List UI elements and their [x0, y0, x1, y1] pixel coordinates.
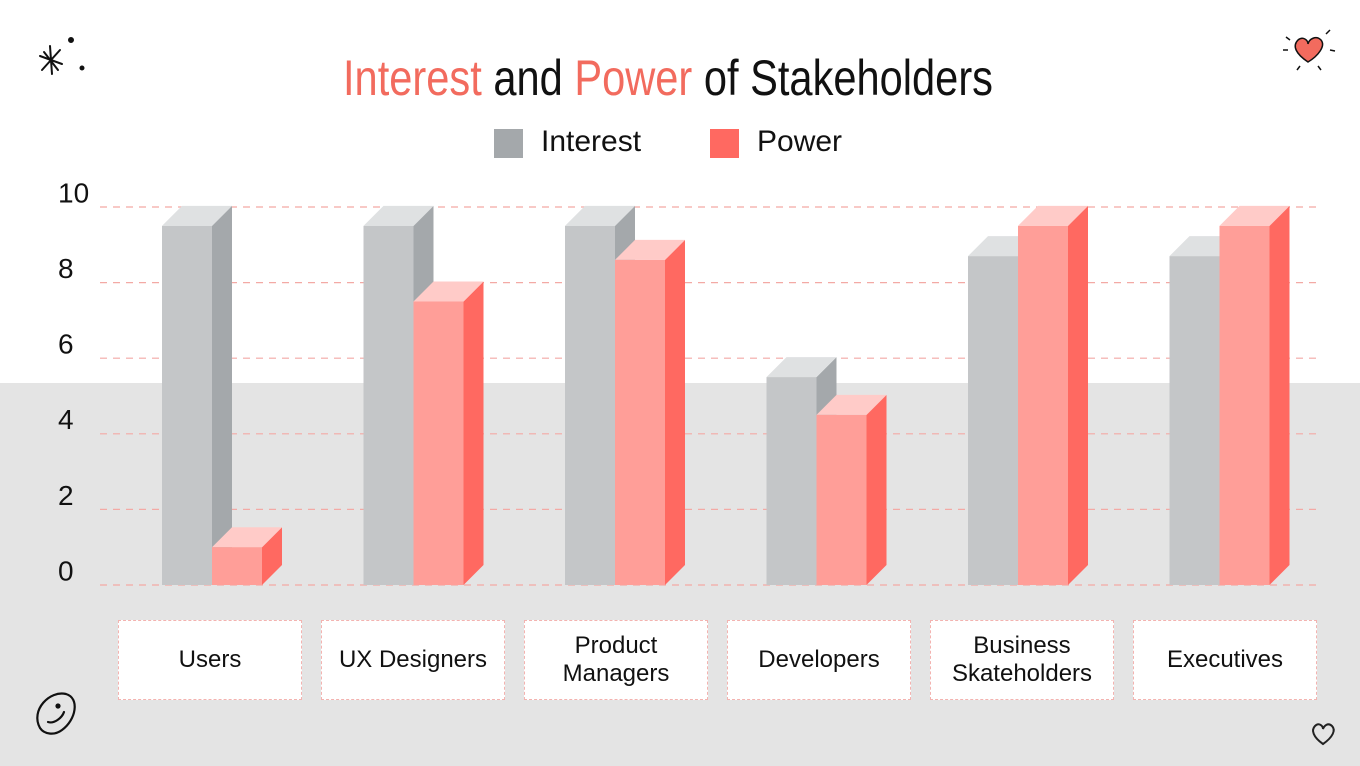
category-label: Users: [118, 620, 302, 700]
bar: [1219, 225, 1270, 585]
bar: [615, 259, 665, 585]
bar-side: [463, 281, 484, 585]
chart-title: Interest and Power of Stakeholders: [343, 50, 993, 106]
smiley-icon: [36, 692, 76, 735]
bar-top: [363, 205, 434, 226]
y-tick-label: 8: [58, 253, 74, 284]
bar: [766, 377, 817, 585]
category-label: Business Skateholders: [930, 620, 1114, 700]
bar: [968, 256, 1018, 585]
bar: [565, 225, 615, 585]
y-tick-label: 0: [58, 555, 74, 586]
y-tick-label: 2: [58, 480, 74, 511]
bar-side: [1068, 205, 1088, 585]
bar-side: [866, 394, 887, 585]
bar-side: [262, 527, 282, 585]
bar: [1169, 256, 1220, 585]
bar-side: [1269, 205, 1290, 585]
category-label: Developers: [727, 620, 911, 700]
legend-swatch: [494, 129, 523, 158]
bar: [363, 225, 414, 585]
bar: [1018, 225, 1068, 585]
bar-top: [1018, 205, 1088, 226]
sparkle-icon: [39, 37, 85, 75]
bar-side: [665, 239, 685, 586]
heart-outline-icon: [1312, 723, 1335, 746]
category-label: Product Managers: [524, 620, 708, 700]
bar-top: [615, 239, 685, 260]
bar-top: [413, 281, 484, 302]
y-tick-label: 6: [58, 329, 74, 360]
bar-top: [162, 205, 232, 226]
bar: [212, 547, 262, 585]
bar: [162, 225, 212, 585]
bar-top: [816, 394, 887, 415]
bar-top: [766, 357, 837, 378]
bar-side: [212, 205, 232, 585]
legend-swatch: [710, 129, 739, 158]
bar-top: [1219, 205, 1290, 226]
y-tick-label: 4: [58, 404, 74, 435]
bar: [816, 414, 867, 585]
heart-icon: [1283, 29, 1336, 71]
category-label: Executives: [1133, 620, 1317, 700]
bar-top: [565, 205, 635, 226]
legend-label: Interest: [541, 125, 642, 158]
category-label: UX Designers: [321, 620, 505, 700]
y-tick-label: 10: [58, 177, 89, 208]
bar-top: [212, 527, 282, 548]
bar: [413, 301, 464, 585]
legend-label: Power: [757, 125, 842, 158]
